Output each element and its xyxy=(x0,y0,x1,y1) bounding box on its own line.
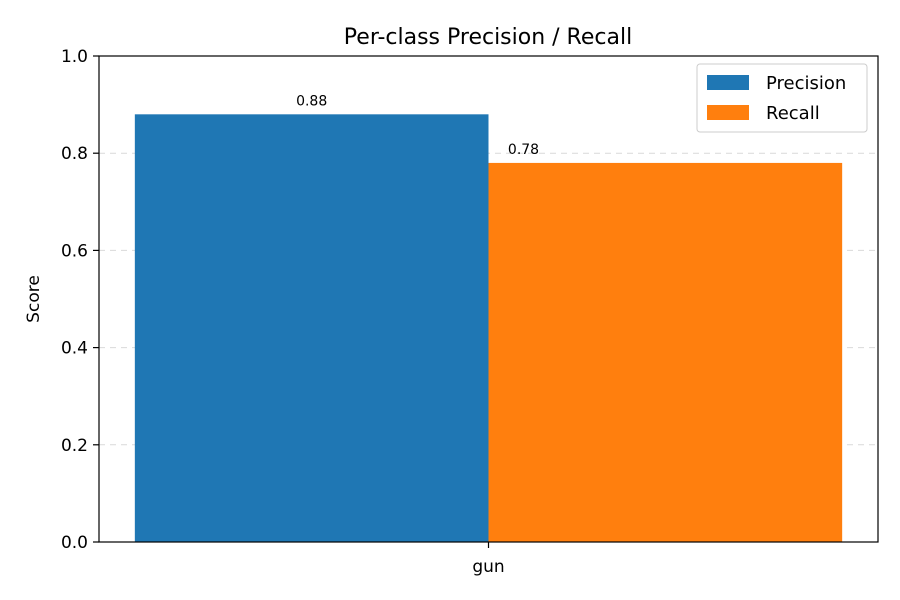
y-tick-label: 0.4 xyxy=(61,339,88,359)
legend: Precision Recall xyxy=(696,63,868,133)
y-tick-label: 0.8 xyxy=(61,144,88,164)
data-label-recall: 0.78 xyxy=(508,142,539,158)
y-axis-label: Score xyxy=(24,275,44,323)
data-label-precision: 0.88 xyxy=(296,93,327,109)
y-tick-label: 0.0 xyxy=(61,533,88,553)
y-axis-ticks: 0.0 0.2 0.4 0.6 0.8 1.0 xyxy=(61,47,99,553)
y-tick-label: 0.6 xyxy=(61,241,88,261)
x-axis-ticks: gun xyxy=(472,542,505,577)
bar-recall xyxy=(488,162,843,543)
legend-swatch-recall xyxy=(707,105,749,120)
legend-label-precision: Precision xyxy=(766,73,846,94)
y-tick-label: 0.2 xyxy=(61,436,88,456)
chart-title: Per-class Precision / Recall xyxy=(344,25,632,50)
legend-label-recall: Recall xyxy=(766,103,820,124)
bar-precision xyxy=(134,114,489,542)
bars xyxy=(134,114,843,543)
legend-swatch-precision xyxy=(707,75,749,90)
y-tick-label: 1.0 xyxy=(61,47,88,67)
data-labels: 0.88 0.78 xyxy=(296,93,539,158)
x-tick-label: gun xyxy=(472,557,504,577)
